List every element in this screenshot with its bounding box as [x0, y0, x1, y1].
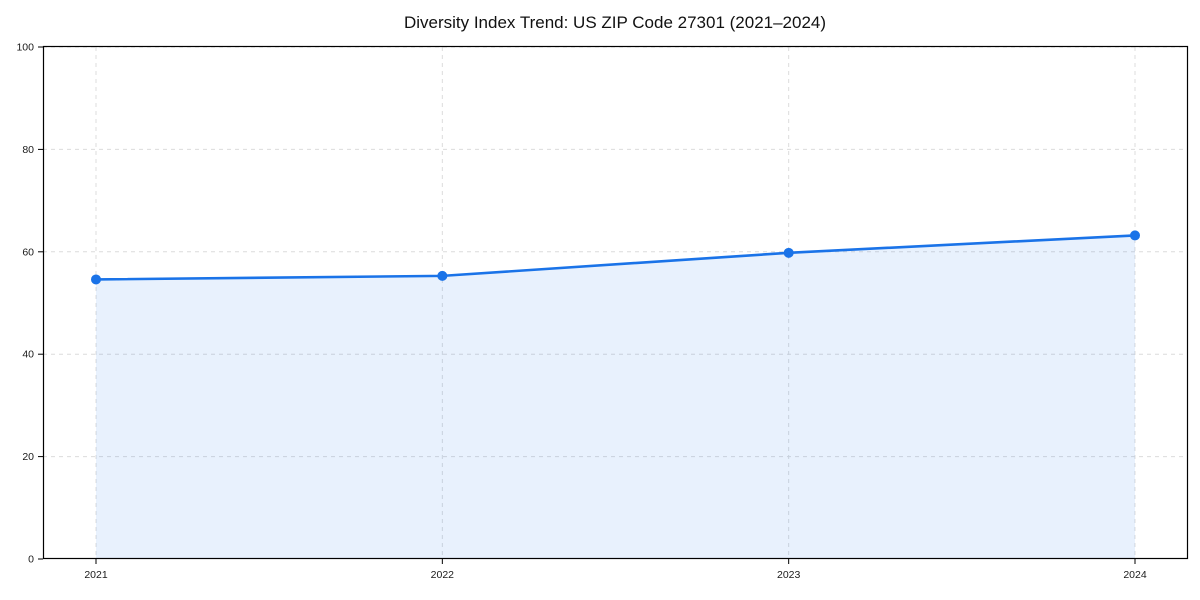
- x-tick-label: 2022: [431, 569, 455, 581]
- y-tick-label: 20: [22, 451, 34, 463]
- area-fill: [96, 235, 1135, 559]
- data-point-2024: [1130, 230, 1140, 241]
- x-tick-label: 2023: [777, 569, 801, 581]
- y-tick-label: 60: [22, 246, 34, 258]
- data-point-2023: [783, 247, 794, 258]
- x-tick-label: 2024: [1123, 569, 1147, 581]
- y-tick-label: 100: [16, 42, 34, 54]
- data-point-2022: [437, 270, 448, 281]
- chart-title: Diversity Index Trend: US ZIP Code 27301…: [403, 13, 827, 32]
- x-tick-label: 2021: [84, 569, 108, 581]
- y-tick-label: 80: [22, 144, 34, 156]
- trend-line: [94, 234, 1137, 281]
- plot-border: [42, 45, 1189, 560]
- y-tick-label: 40: [22, 349, 34, 361]
- y-tick-label: 0: [28, 554, 34, 566]
- data-point-2021: [91, 274, 101, 285]
